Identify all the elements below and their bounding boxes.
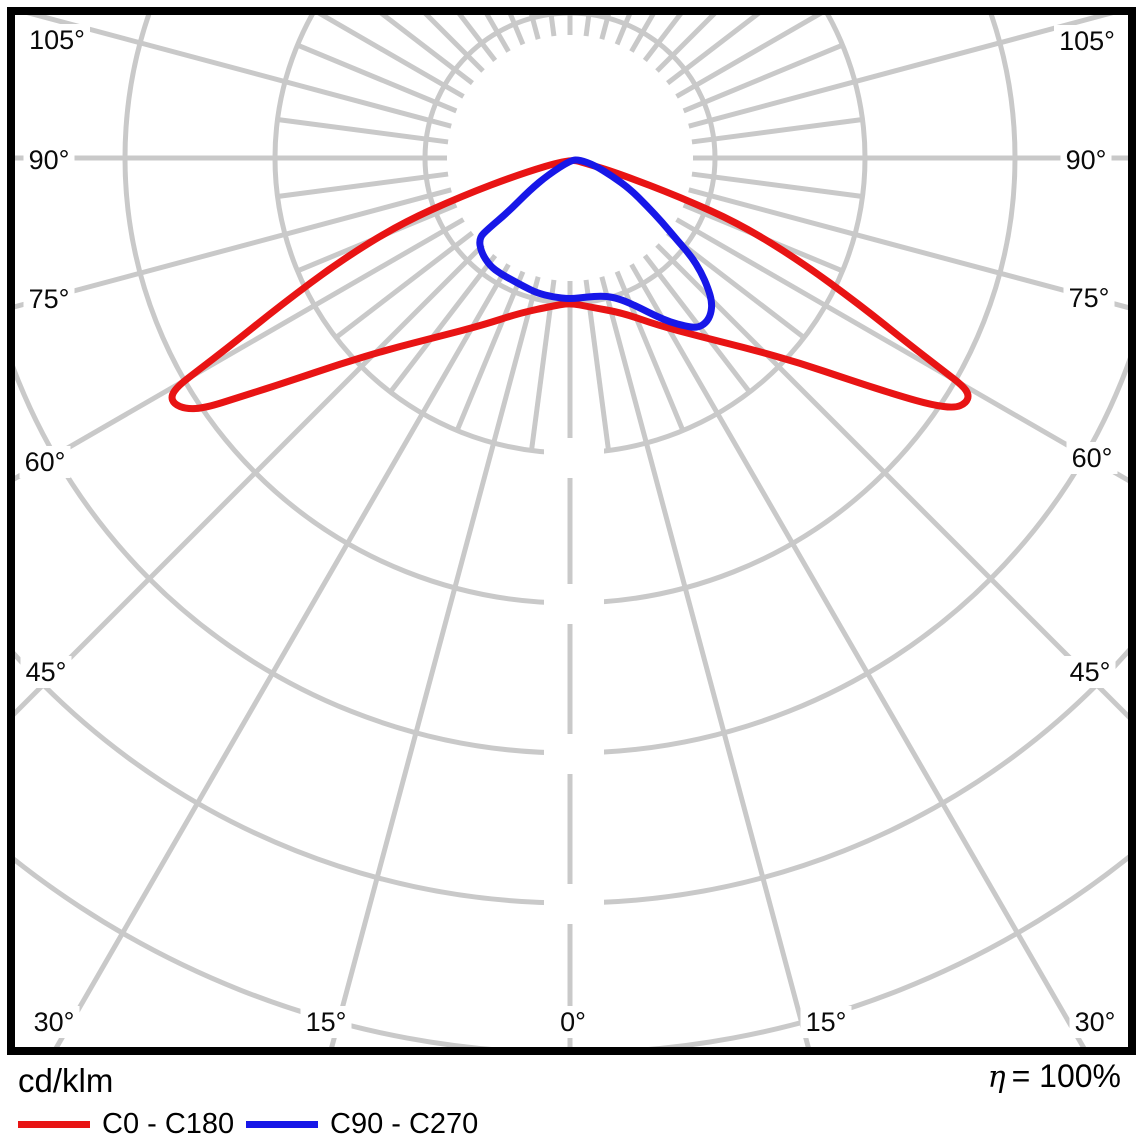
grid-spoke [614,270,686,433]
angle-label: 30° [34,1007,75,1037]
grid-spoke [688,187,1128,311]
legend-swatch-red [18,1121,90,1128]
grid-spoke [333,230,474,341]
axis-gap-box [544,584,604,624]
legend-label-c0-c180: C0 - C180 [102,1108,235,1140]
grid-spoke [529,15,541,40]
angle-label-bg [20,656,72,688]
plot-border [7,7,1136,1055]
grid-spoke [379,15,474,86]
grid-spoke [53,263,511,1048]
legend-swatch-blue [246,1121,318,1128]
legend-label-c90-c270: C90 - C270 [330,1108,479,1140]
angle-label: 45° [26,657,67,687]
grid-spoke [328,276,541,1048]
grid-spoke [15,187,452,310]
grid-spoke [629,263,1087,1048]
axis-gap-box [544,734,604,774]
grid-spoke [457,15,498,62]
angle-label: 15° [806,1007,847,1037]
grid-spoke [691,116,864,145]
grid-spoke [508,15,526,46]
angle-label-bg [28,1006,80,1038]
grid-spoke [655,243,1128,720]
angle-label-bg [555,1006,591,1038]
angle-label-bg [1060,144,1112,176]
unit-label: cd/klm [18,1062,114,1099]
angle-label-bg [300,1006,352,1038]
curve-c90-c270 [476,156,716,331]
grid-spoke [276,116,449,145]
grid-spoke [454,270,526,433]
angle-label-bg [1054,25,1120,57]
grid-spoke [276,171,449,200]
grid-spoke [642,15,683,62]
angle-label-bg [23,144,75,176]
angle-label: 60° [1072,443,1113,473]
angle-label-bg [24,24,90,56]
grid-spoke [295,42,458,114]
efficiency-label: η = 100% [988,1058,1121,1095]
grid-spoke [387,254,498,395]
angle-label: 30° [1075,1007,1116,1037]
angle-label: 0° [560,1007,586,1037]
axis-gap-box [544,438,604,478]
angle-label-bg [1069,1006,1121,1038]
angle-label: 105° [1059,26,1115,56]
angle-label-bg [1063,282,1115,314]
legend-item-c0-c180: C0 - C180 [18,1108,234,1141]
axis-gap-box [544,884,604,924]
grid-spoke [614,15,632,46]
grid-spoke [599,276,812,1048]
angle-label: 60° [25,447,66,477]
angle-label-bg [23,283,75,315]
grid-spoke [682,42,845,114]
angle-label: 105° [29,25,85,55]
grid-spoke [26,15,452,129]
grid-minor-spokes [276,15,864,452]
legend-item-c90-c270: C90 - C270 [246,1108,478,1141]
angle-label: 75° [29,284,70,314]
angle-label: 90° [29,145,70,175]
grid-spoke [15,243,485,717]
angle-label-bg [1066,442,1118,474]
grid-spoke [691,171,864,200]
grid-spoke [666,15,761,86]
grid-spoke [599,15,611,40]
angle-label: 15° [306,1007,347,1037]
axis-label-gaps [544,438,604,924]
angle-label-bg [19,446,71,478]
angle-label: 75° [1069,283,1110,313]
grid-spoke [675,217,1128,484]
angle-label-bg [800,1006,852,1038]
eta-symbol: η [987,1060,1006,1095]
grid-spoke [15,217,465,482]
angle-label: 45° [1070,657,1111,687]
angle-label: 90° [1066,145,1107,175]
angle-label-bg [1064,656,1116,688]
curve-c0-c180 [168,157,972,413]
grid-spoke [688,15,1114,129]
angle-labels: 105° 90° 75° 60° 45° 30° 15° 0° 15° 30° 45° 60° 75° 9… [19,24,1121,1038]
efficiency-value: = 100% [1011,1058,1121,1094]
